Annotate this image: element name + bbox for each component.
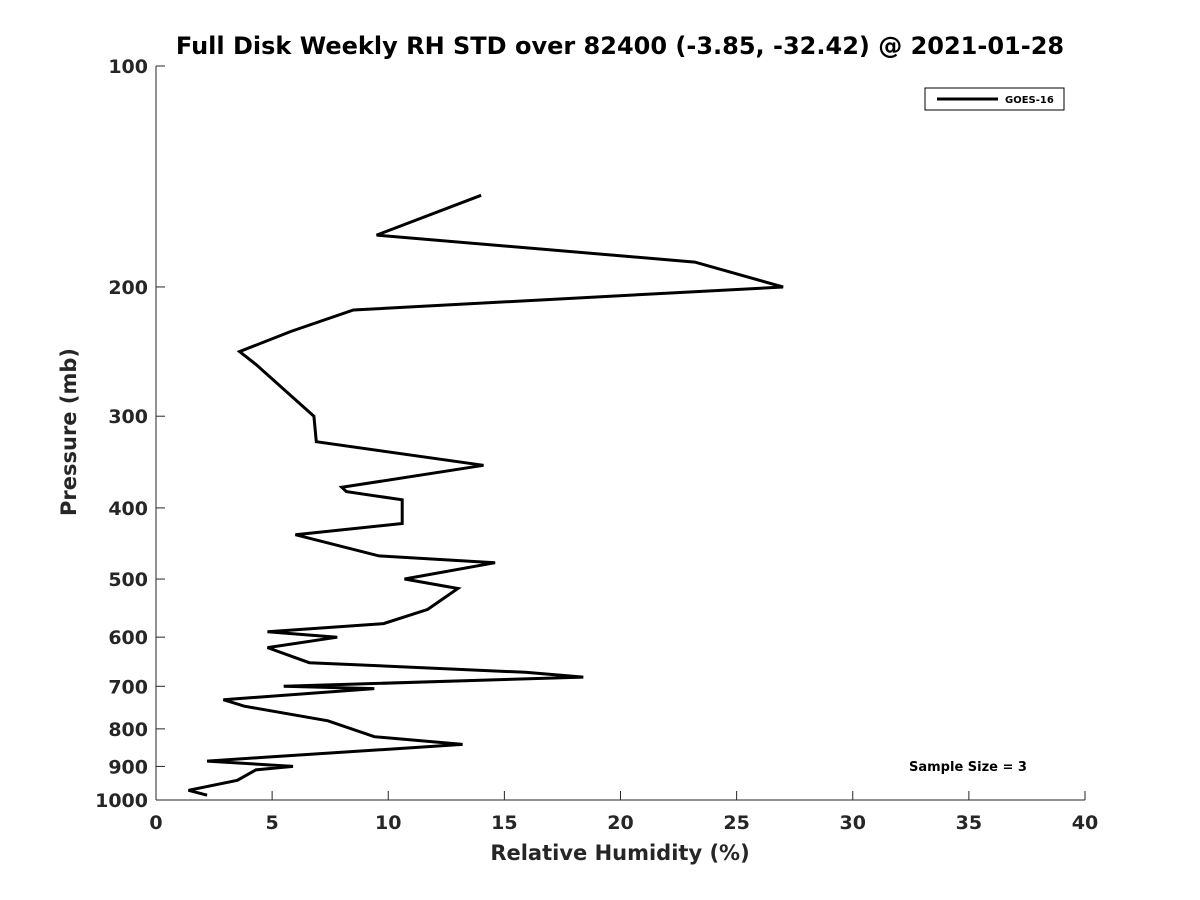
x-tick-label: 15 bbox=[491, 812, 517, 834]
x-tick-label: 5 bbox=[266, 812, 279, 834]
y-tick-label: 1000 bbox=[95, 790, 148, 812]
series-line-goes-16 bbox=[188, 193, 784, 797]
x-tick-label: 10 bbox=[375, 812, 401, 834]
y-tick-label: 200 bbox=[108, 277, 148, 299]
y-axis-ticks: 100 200 300 400 500 600 700 800 900 1000 bbox=[95, 56, 165, 812]
y-tick-label: 700 bbox=[108, 676, 148, 698]
y-tick-label: 400 bbox=[108, 498, 148, 520]
y-tick-label: 500 bbox=[108, 569, 148, 591]
y-tick-label: 100 bbox=[108, 56, 148, 78]
x-tick-label: 30 bbox=[840, 812, 866, 834]
legend: GOES-16 bbox=[924, 87, 1065, 111]
x-tick-label: 25 bbox=[723, 812, 749, 834]
axes bbox=[155, 66, 1085, 801]
y-tick-label: 900 bbox=[108, 756, 148, 778]
y-tick-label: 300 bbox=[108, 406, 148, 428]
x-tick-label: 0 bbox=[149, 812, 162, 834]
legend-label-goes-16: GOES-16 bbox=[1005, 95, 1054, 106]
x-axis-ticks: 0 5 10 15 20 25 30 35 40 bbox=[149, 791, 1098, 834]
series-layer bbox=[188, 193, 784, 797]
x-tick-label: 20 bbox=[607, 812, 633, 834]
y-tick-label: 800 bbox=[108, 719, 148, 741]
y-axis-label: Pressure (mb) bbox=[57, 348, 81, 516]
sample-size-annotation: Sample Size = 3 bbox=[909, 760, 1027, 775]
chart-title: Full Disk Weekly RH STD over 82400 (-3.8… bbox=[176, 32, 1064, 60]
x-tick-label: 35 bbox=[956, 812, 982, 834]
x-tick-label: 40 bbox=[1072, 812, 1098, 834]
plot-area: 0 5 10 15 20 25 30 35 40 100 200 300 400 500 600 700 80… bbox=[95, 56, 1098, 834]
x-axis-label: Relative Humidity (%) bbox=[490, 841, 749, 865]
y-tick-label: 600 bbox=[108, 627, 148, 649]
